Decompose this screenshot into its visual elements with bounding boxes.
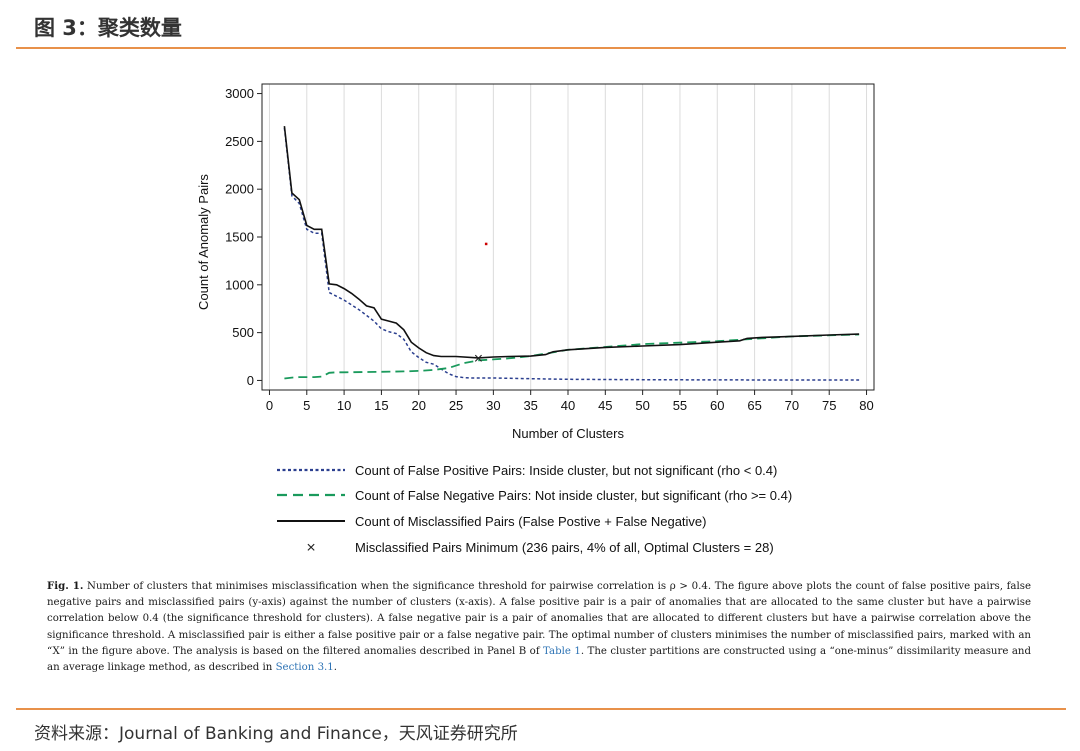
y-tick-label: 2500 [225, 134, 254, 149]
x-tick-label: 20 [411, 398, 425, 413]
x-tick-label: 10 [337, 398, 351, 413]
caption-text-3: . [333, 662, 338, 674]
x-tick-label: 55 [673, 398, 687, 413]
series-line-dotted [283, 127, 860, 381]
x-tick-label: 75 [822, 398, 836, 413]
x-tick-label: 65 [747, 398, 761, 413]
bottom-rule [16, 708, 1066, 710]
caption-text-1: Number of clusters that minimises miscla… [47, 581, 1031, 657]
caption-link-table[interactable]: Table 1 [543, 645, 581, 657]
caption-fig-label: Fig. 1. [47, 580, 84, 592]
series-line-dashed [284, 333, 860, 380]
x-tick-label: 40 [561, 398, 575, 413]
top-rule [16, 47, 1066, 49]
x-tick-label: 0 [266, 398, 273, 413]
series-lines: × [283, 126, 860, 381]
x-tick-label: 5 [303, 398, 310, 413]
source-note: 资料来源：Journal of Banking and Finance，天风证券… [34, 724, 518, 744]
x-tick-label: 50 [635, 398, 649, 413]
x-tick-label: 35 [523, 398, 537, 413]
legend-label: Count of False Negative Pairs: Not insid… [355, 488, 792, 503]
y-tick-label: 2000 [225, 182, 254, 197]
minimum-marker: × [474, 350, 483, 367]
figure-header-title: 图 3：聚类数量 [34, 16, 182, 40]
figure-caption: Fig. 1. Number of clusters that minimise… [47, 578, 1031, 676]
x-axis-label: Number of Clusters [512, 426, 624, 441]
x-ticks: 0 5 10 15 20 25 30 35 40 45 50 55 60 65 70 75 80 [266, 390, 874, 413]
caption-text-2: . The cluster partitions are constructed… [47, 645, 1031, 674]
y-tick-label: 3000 [225, 86, 254, 101]
x-tick-label: 60 [710, 398, 724, 413]
x-tick-label: 15 [374, 398, 388, 413]
series-line-solid [283, 126, 860, 359]
y-tick-label: 1500 [225, 230, 254, 245]
chart-svg: 0 5 10 15 20 25 30 35 40 45 50 55 60 65 70 75 80 0 500 100… [196, 83, 875, 557]
x-tick-label: 25 [449, 398, 463, 413]
stray-point [484, 242, 488, 246]
x-tick-label: 30 [486, 398, 500, 413]
caption-link-section[interactable]: Section 3.1 [275, 662, 334, 674]
legend-label: Count of False Positive Pairs: Inside cl… [355, 463, 777, 478]
y-tick-label: 500 [232, 325, 254, 340]
legend-marker-symbol: × [306, 540, 315, 557]
y-tick-label: 0 [247, 373, 254, 388]
x-tick-label: 70 [785, 398, 799, 413]
y-axis-label: Count of Anomaly Pairs [196, 174, 211, 310]
legend-label: Count of Misclassified Pairs (False Post… [355, 514, 707, 529]
y-tick-label: 1000 [225, 277, 254, 292]
y-ticks: 0 500 1000 1500 2000 2500 3000 [225, 86, 262, 388]
x-tick-label: 80 [859, 398, 873, 413]
legend-label: Misclassified Pairs Minimum (236 pairs, … [355, 540, 774, 555]
x-tick-label: 45 [598, 398, 612, 413]
legend: Count of False Positive Pairs: Inside cl… [277, 463, 792, 557]
chart-grid [268, 84, 868, 390]
